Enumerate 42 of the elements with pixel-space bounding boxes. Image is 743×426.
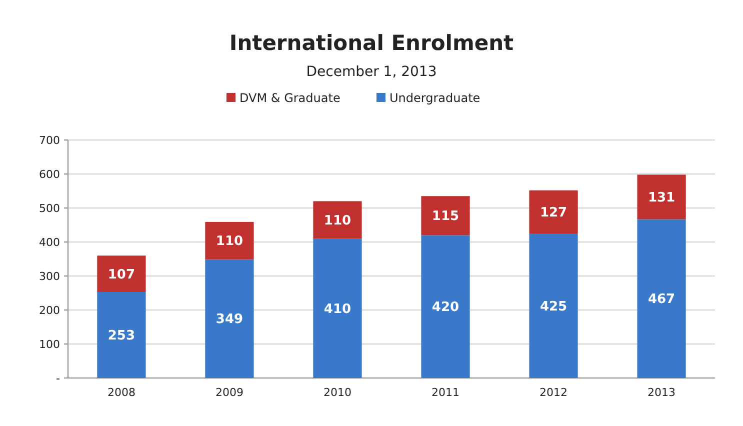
chart-subtitle: December 1, 2013 [306,64,437,80]
y-tick-label: 700 [39,134,60,147]
bar [313,238,362,378]
x-tick-label: 2011 [432,386,460,399]
legend-label: Undergraduate [390,91,480,105]
x-tick-label: 2009 [215,386,244,399]
y-tick-label: 400 [39,236,60,249]
data-label: 127 [540,205,568,220]
x-tick-label: 2013 [648,386,676,399]
data-label: 131 [648,190,676,206]
data-label: 349 [216,312,244,328]
bar [529,234,578,378]
bar [529,190,578,234]
data-label: 253 [108,328,136,344]
data-label: 410 [324,302,352,317]
bar [97,256,146,292]
y-tick-label: 600 [39,168,60,181]
x-tick-label: 2010 [323,386,352,399]
data-label: 110 [216,234,244,250]
y-tick-label: 300 [39,270,60,283]
bar [421,235,470,378]
x-tick-label: 2012 [540,386,568,399]
bar [313,201,362,239]
data-label: 107 [108,267,136,282]
bar [421,196,470,236]
data-label: 425 [540,299,568,314]
data-label: 420 [432,300,460,316]
data-label: 467 [648,292,676,308]
y-tick-label: - [56,372,60,385]
legend-label: DVM & Graduate [240,91,340,105]
bar [637,219,686,378]
bar [205,222,254,260]
data-label: 110 [324,213,352,228]
y-tick-label: 500 [39,202,60,215]
y-tick-label: 100 [39,338,60,351]
x-tick-label: 2008 [107,386,136,399]
bar [205,259,254,378]
bar [637,174,686,220]
y-tick-label: 200 [39,304,60,317]
data-label: 115 [432,209,460,224]
chart-title: International Enrolment [229,31,514,55]
bar [97,292,146,378]
